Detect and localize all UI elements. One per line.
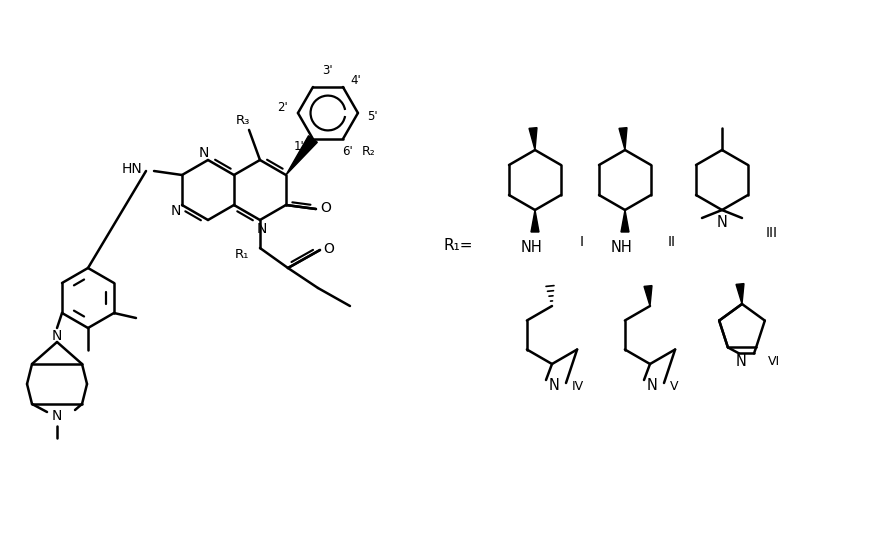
Text: VI: VI [768, 355, 780, 368]
Text: N: N [647, 379, 657, 394]
Text: N: N [199, 146, 210, 160]
Text: N: N [171, 204, 182, 218]
Text: NH: NH [610, 240, 632, 254]
Text: R₁=: R₁= [443, 238, 473, 253]
Text: N: N [52, 329, 62, 343]
Text: HN: HN [121, 162, 142, 176]
Text: V: V [670, 380, 678, 393]
Text: O: O [320, 201, 332, 215]
Text: N: N [736, 354, 746, 369]
Text: N: N [717, 215, 727, 231]
Text: 6': 6' [342, 145, 354, 158]
Text: N: N [548, 379, 560, 394]
Text: 5': 5' [367, 110, 377, 123]
Polygon shape [621, 210, 629, 232]
Text: IV: IV [572, 380, 584, 393]
Text: 3': 3' [323, 64, 333, 77]
Text: III: III [766, 226, 778, 240]
Text: R₂: R₂ [362, 145, 375, 158]
Text: II: II [668, 235, 676, 249]
Text: N: N [257, 222, 267, 236]
Text: 4': 4' [351, 73, 361, 86]
Polygon shape [286, 136, 318, 175]
Text: R₁: R₁ [235, 247, 249, 260]
Polygon shape [644, 286, 652, 306]
Text: I: I [580, 235, 584, 249]
Text: NH: NH [520, 240, 542, 254]
Polygon shape [531, 210, 539, 232]
Polygon shape [619, 127, 627, 150]
Text: N: N [52, 409, 62, 423]
Text: R₃: R₃ [236, 114, 251, 127]
Polygon shape [736, 284, 744, 304]
Text: 1': 1' [293, 140, 305, 153]
Polygon shape [529, 127, 537, 150]
Text: 2': 2' [278, 100, 288, 113]
Text: O: O [324, 242, 334, 256]
